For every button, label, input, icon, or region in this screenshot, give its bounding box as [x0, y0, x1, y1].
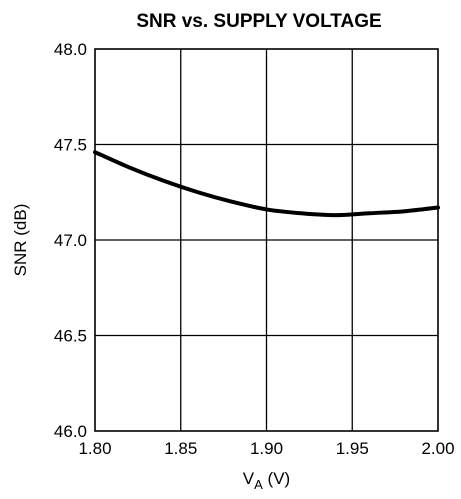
y-tick-label: 46.0 [54, 422, 87, 441]
y-tick-label: 46.5 [54, 327, 87, 346]
x-tick-label: 1.80 [78, 439, 111, 458]
chart-title: SNR vs. SUPPLY VOLTAGE [136, 11, 381, 32]
snr-curve [93, 150, 440, 218]
series-layer [93, 150, 440, 218]
x-tick-label: 1.95 [336, 439, 369, 458]
x-axis-label-subscript: A [254, 477, 263, 492]
grid-lines [95, 49, 438, 431]
x-axis-label-main: V [243, 469, 255, 488]
x-tick-label: 2.00 [421, 439, 454, 458]
x-axis-label: VA (V) [243, 469, 290, 492]
y-axis-label: SNR (dB) [11, 204, 30, 277]
tick-labels: 48.0 47.5 47.0 46.5 46.01.80 1.85 1.90 1.95 2.00 [54, 40, 455, 458]
y-tick-label: 47.5 [54, 136, 87, 155]
x-tick-label: 1.90 [250, 439, 283, 458]
x-axis-label-unit: (V) [263, 469, 290, 488]
y-tick-label: 47.0 [54, 231, 87, 250]
x-tick-label: 1.85 [164, 439, 197, 458]
plot-frame [94, 48, 439, 432]
y-tick-label: 48.0 [54, 40, 87, 59]
